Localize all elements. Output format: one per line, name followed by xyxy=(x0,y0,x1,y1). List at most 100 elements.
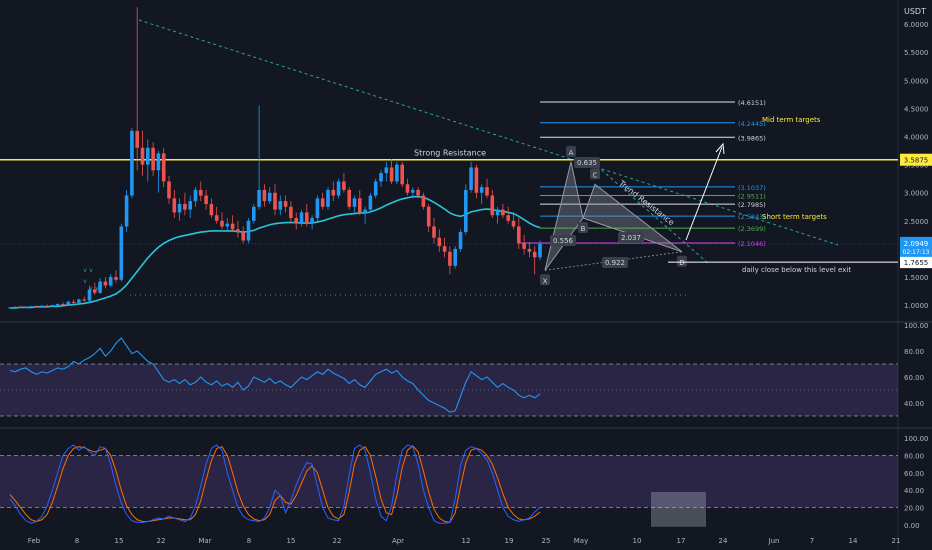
fib-level-label: (3.9865) xyxy=(738,134,766,142)
candle-body xyxy=(373,181,378,196)
harmonic-point-badge xyxy=(540,274,550,286)
rsi-y-tick-label: 40.00 xyxy=(904,400,924,408)
candle-body xyxy=(262,189,267,202)
candle-body xyxy=(278,201,283,210)
candle-body xyxy=(214,215,219,221)
x-tick-label: 15 xyxy=(115,537,124,545)
quote-currency-label: USDT xyxy=(904,7,926,16)
candle-body xyxy=(135,130,139,148)
candle-body xyxy=(299,212,304,224)
x-tick-label: 8 xyxy=(75,537,79,545)
trend-resistance-line xyxy=(138,19,839,246)
stoch-y-tick-label: 40.00 xyxy=(904,487,924,495)
candle-body xyxy=(379,173,383,182)
x-tick-label: Mar xyxy=(198,537,211,545)
candle-body xyxy=(469,167,473,190)
candle-body xyxy=(204,195,208,204)
signal-marker: v xyxy=(95,285,99,292)
projection-arrow-head xyxy=(715,142,725,155)
harmonic-ratio-label: 2.037 xyxy=(621,234,641,242)
exit-price-label: 1.7655 xyxy=(904,259,929,267)
fib-level-label: (4.6151) xyxy=(738,99,766,107)
resistance-price-tag xyxy=(900,153,932,166)
candle-body xyxy=(199,189,203,196)
candle-body xyxy=(458,232,463,249)
stoch-highlight-box xyxy=(651,491,706,527)
candle-body xyxy=(532,251,537,258)
candle-body xyxy=(437,237,442,247)
candle-body xyxy=(193,189,198,202)
harmonic-point-label: B xyxy=(581,225,586,233)
fib-level-label: (4.2445) xyxy=(738,120,766,128)
stoch-y-tick-label: 80.00 xyxy=(904,452,924,460)
x-tick-label: 19 xyxy=(505,537,514,545)
candle-body xyxy=(305,212,309,224)
candle-body xyxy=(246,220,251,241)
y-tick-label: 5.0000 xyxy=(904,77,929,85)
candle-body xyxy=(40,305,44,307)
candle-body xyxy=(411,189,415,193)
projection-arrow xyxy=(685,146,723,241)
x-tick-label: Jun xyxy=(768,537,780,545)
x-tick-label: Feb xyxy=(28,537,41,545)
stoch-y-tick-label: 100.00 xyxy=(904,435,929,443)
candle-body xyxy=(93,289,97,293)
y-tick-label: 5.5000 xyxy=(904,49,929,57)
candle-body xyxy=(151,147,155,171)
candle-body xyxy=(140,147,145,165)
harmonic-ratio-badge xyxy=(602,257,628,268)
candle-body xyxy=(267,192,272,202)
candle-body xyxy=(336,181,341,196)
candle-body xyxy=(156,153,161,171)
harmonic-point-label: X xyxy=(543,277,548,285)
candle-body xyxy=(421,195,426,207)
x-tick-label: 14 xyxy=(849,537,858,545)
candle-body xyxy=(183,203,187,210)
candle-body xyxy=(177,203,182,213)
harmonic-point-badge xyxy=(677,255,687,267)
x-tick-label: 22 xyxy=(157,537,166,545)
candle-body xyxy=(71,301,76,303)
signal-marker: v xyxy=(89,267,93,274)
signal-marker: v xyxy=(83,278,87,285)
resistance-price-label: 3.5875 xyxy=(904,157,929,165)
last-price-label: 2.0949 xyxy=(904,240,929,248)
x-tick-label: 15 xyxy=(287,537,296,545)
stoch-d-line xyxy=(9,445,541,523)
harmonic-point-label: D xyxy=(679,259,684,267)
exit-price-tag xyxy=(900,256,932,269)
fib-level-label: (2.9511) xyxy=(738,192,766,200)
candle-body xyxy=(66,301,71,305)
candle-body xyxy=(236,229,240,233)
candle-body xyxy=(400,164,404,185)
y-tick-label: 1.0000 xyxy=(904,302,929,310)
harmonic-ratio-badge xyxy=(618,232,644,243)
last-price-tag xyxy=(900,236,932,257)
fib-level-label: (2.5843) xyxy=(738,213,766,221)
x-tick-label: 12 xyxy=(462,537,471,545)
strong-resistance-label: Strong Resistance xyxy=(414,149,486,158)
candle-body xyxy=(167,181,171,199)
candle-body xyxy=(108,277,113,286)
candle-body xyxy=(501,209,505,216)
candle-body xyxy=(230,223,235,230)
rsi-line xyxy=(9,337,541,413)
candle-body xyxy=(45,305,49,307)
candle-body xyxy=(464,189,468,233)
stoch-y-tick-label: 20.00 xyxy=(904,505,924,513)
candle-body xyxy=(61,304,65,306)
candle-body xyxy=(124,195,129,227)
y-tick-label: 4.5000 xyxy=(904,105,929,113)
candle-body xyxy=(426,206,431,227)
candle-body xyxy=(24,306,28,308)
x-tick-label: 10 xyxy=(633,537,642,545)
candle-body xyxy=(506,215,510,221)
candle-body xyxy=(77,299,81,303)
candle-body xyxy=(220,220,224,227)
stoch-y-tick-label: 0.00 xyxy=(904,522,920,530)
candle-body xyxy=(146,147,150,165)
candle-body xyxy=(130,130,134,196)
fib-level-label: (2.3699) xyxy=(738,225,766,233)
x-tick-label: 7 xyxy=(810,537,814,545)
